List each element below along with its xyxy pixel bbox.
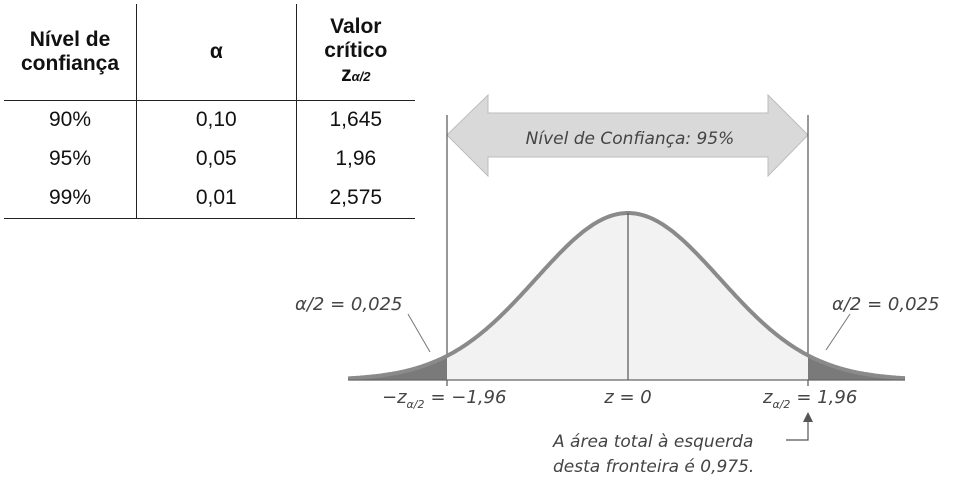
header-alpha: α xyxy=(136,4,297,101)
note-pointer-line xyxy=(786,420,809,441)
table-row: 90% 0,10 1,645 xyxy=(4,100,415,140)
cell-level: 95% xyxy=(49,147,92,170)
header-z-subscript: α/2 xyxy=(351,68,371,84)
note-line-2: desta fronteira é 0,975. xyxy=(553,457,754,477)
table-row: 95% 0,05 1,96 xyxy=(4,139,415,179)
header-z-letter: z xyxy=(341,62,352,86)
left-tail-label: α/2 = 0,025 xyxy=(295,294,402,315)
left-tail-pointer xyxy=(407,313,431,353)
note-arrowhead-icon xyxy=(803,412,813,422)
confidence-label: Nível de Confiança: 95% xyxy=(526,129,735,149)
left-z-label: −zα/2 = −1,96 xyxy=(382,387,506,411)
cell-level: 99% xyxy=(4,178,137,219)
header-critical-line1: Valor xyxy=(330,14,382,38)
right-tail-label: α/2 = 0,025 xyxy=(832,294,939,315)
cell-z: 2,575 xyxy=(295,178,415,219)
note-line-1: A área total à esquerda xyxy=(552,432,753,452)
right-tail-area xyxy=(808,355,905,380)
header-critical-line2: crítico xyxy=(324,38,388,62)
cell-z: 1,96 xyxy=(295,139,415,179)
confidence-table: Nível de confiança α Valor crítico zα/2 … xyxy=(4,4,415,219)
cell-alpha: 0,05 xyxy=(136,139,297,179)
header-critical-value: Valor crítico zα/2 xyxy=(295,4,415,101)
header-confidence-level: Nível de confiança xyxy=(4,4,137,101)
header-z-symbol: zα/2 xyxy=(341,63,370,89)
cell-level: 90% xyxy=(49,108,92,131)
header-level-line2: confiança xyxy=(21,51,120,75)
normal-curve xyxy=(347,211,906,381)
table-header-row: Nível de confiança α Valor crítico zα/2 xyxy=(4,4,415,101)
cell-z: 1,645 xyxy=(295,100,415,140)
cell-alpha: 0,01 xyxy=(136,178,297,219)
right-tail-pointer xyxy=(825,313,851,351)
header-alpha-label: α xyxy=(209,39,223,63)
header-level-line1: Nível de xyxy=(29,27,111,51)
table-row: 99% 0,01 2,575 xyxy=(4,178,415,219)
cell-alpha: 0,10 xyxy=(136,100,297,140)
left-tail-area xyxy=(348,355,447,380)
right-z-label: zα/2 = 1,96 xyxy=(762,387,857,411)
center-z-label: z = 0 xyxy=(603,387,651,408)
